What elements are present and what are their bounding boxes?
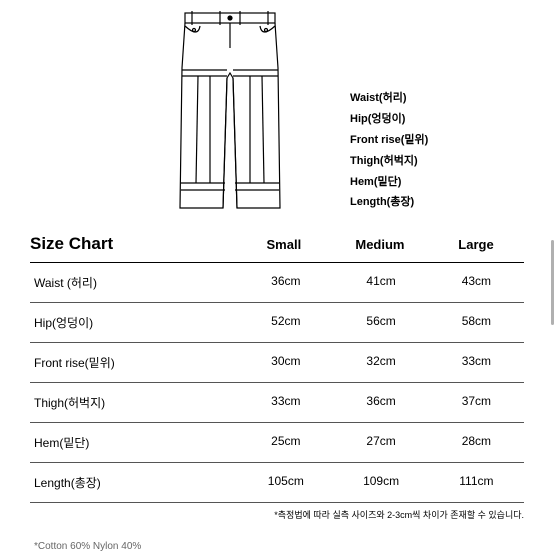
legend-item: Hip(엉덩이) bbox=[350, 109, 428, 130]
measurement-legend: Waist(허리) Hip(엉덩이) Front rise(밑위) Thigh(… bbox=[350, 88, 428, 218]
measurement-footnote: *측정법에 따라 실측 사이즈와 2-3cm씩 차이가 존재할 수 있습니다. bbox=[30, 503, 524, 526]
legend-item: Length(총장) bbox=[350, 192, 428, 213]
row-label: Hem(밑단) bbox=[30, 434, 238, 451]
cell-value: 105cm bbox=[238, 474, 333, 491]
cell-value: 33cm bbox=[238, 394, 333, 411]
cell-value: 33cm bbox=[429, 354, 524, 371]
table-row: Hem(밑단) 25cm 27cm 28cm bbox=[30, 423, 524, 463]
cell-value: 36cm bbox=[333, 394, 428, 411]
cell-value: 43cm bbox=[429, 274, 524, 291]
legend-item: Hem(밑단) bbox=[350, 172, 428, 193]
cell-value: 36cm bbox=[238, 274, 333, 291]
table-row: Front rise(밑위) 30cm 32cm 33cm bbox=[30, 343, 524, 383]
cell-value: 109cm bbox=[333, 474, 428, 491]
table-header-row: Size Chart Small Medium Large bbox=[30, 228, 524, 263]
cell-value: 58cm bbox=[429, 314, 524, 331]
cell-value: 52cm bbox=[238, 314, 333, 331]
row-label: Front rise(밑위) bbox=[30, 354, 238, 371]
table-row: Hip(엉덩이) 52cm 56cm 58cm bbox=[30, 303, 524, 343]
column-header: Small bbox=[236, 237, 332, 252]
row-label: Waist (허리) bbox=[30, 274, 238, 291]
cell-value: 111cm bbox=[429, 474, 524, 491]
cell-value: 28cm bbox=[429, 434, 524, 451]
pants-illustration bbox=[150, 8, 310, 218]
cell-value: 32cm bbox=[333, 354, 428, 371]
cell-value: 25cm bbox=[238, 434, 333, 451]
legend-item: Front rise(밑위) bbox=[350, 130, 428, 151]
cell-value: 30cm bbox=[238, 354, 333, 371]
row-label: Thigh(허벅지) bbox=[30, 394, 238, 411]
cell-value: 37cm bbox=[429, 394, 524, 411]
material-info: *Cotton 60% Nylon 40% bbox=[30, 526, 524, 552]
column-header: Large bbox=[428, 237, 524, 252]
row-label: Hip(엉덩이) bbox=[30, 314, 238, 331]
cell-value: 56cm bbox=[333, 314, 428, 331]
table-row: Thigh(허벅지) 33cm 36cm 37cm bbox=[30, 383, 524, 423]
legend-item: Waist(허리) bbox=[350, 88, 428, 109]
column-header: Medium bbox=[332, 237, 428, 252]
chart-title: Size Chart bbox=[30, 234, 236, 254]
cell-value: 41cm bbox=[333, 274, 428, 291]
table-row: Length(총장) 105cm 109cm 111cm bbox=[30, 463, 524, 503]
size-chart-table: Size Chart Small Medium Large Waist (허리)… bbox=[0, 228, 554, 552]
cell-value: 27cm bbox=[333, 434, 428, 451]
top-section: Waist(허리) Hip(엉덩이) Front rise(밑위) Thigh(… bbox=[0, 0, 554, 228]
row-label: Length(총장) bbox=[30, 474, 238, 491]
legend-item: Thigh(허벅지) bbox=[350, 151, 428, 172]
table-row: Waist (허리) 36cm 41cm 43cm bbox=[30, 263, 524, 303]
